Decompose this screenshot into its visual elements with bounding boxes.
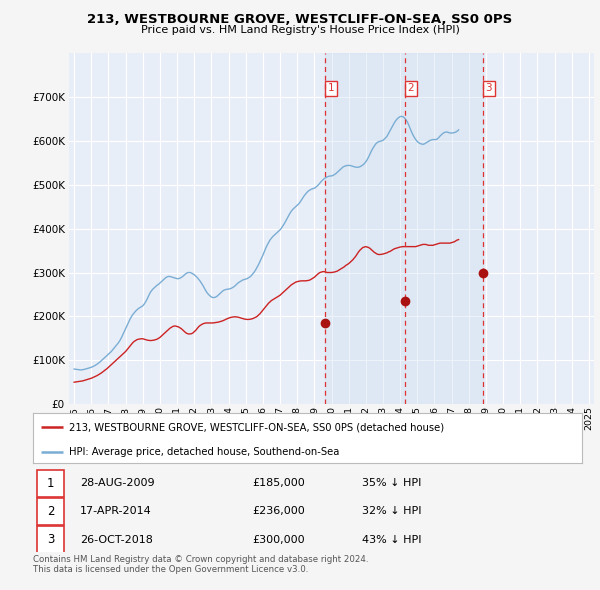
Text: 1: 1 <box>328 83 335 93</box>
Text: £236,000: £236,000 <box>253 506 305 516</box>
Text: 35% ↓ HPI: 35% ↓ HPI <box>362 478 422 488</box>
FancyBboxPatch shape <box>37 470 64 497</box>
Text: 28-AUG-2009: 28-AUG-2009 <box>80 478 154 488</box>
Text: 3: 3 <box>485 83 492 93</box>
Text: 2: 2 <box>407 83 415 93</box>
Text: 26-OCT-2018: 26-OCT-2018 <box>80 535 152 545</box>
Text: 3: 3 <box>47 533 54 546</box>
Text: £300,000: £300,000 <box>253 535 305 545</box>
Text: Contains HM Land Registry data © Crown copyright and database right 2024.
This d: Contains HM Land Registry data © Crown c… <box>33 555 368 574</box>
Text: 213, WESTBOURNE GROVE, WESTCLIFF-ON-SEA, SS0 0PS: 213, WESTBOURNE GROVE, WESTCLIFF-ON-SEA,… <box>88 13 512 26</box>
Text: 1: 1 <box>47 477 55 490</box>
Text: HPI: Average price, detached house, Southend-on-Sea: HPI: Average price, detached house, Sout… <box>68 447 339 457</box>
FancyBboxPatch shape <box>37 526 64 553</box>
Text: £185,000: £185,000 <box>253 478 305 488</box>
Text: 17-APR-2014: 17-APR-2014 <box>80 506 151 516</box>
FancyBboxPatch shape <box>37 498 64 525</box>
Text: 32% ↓ HPI: 32% ↓ HPI <box>362 506 422 516</box>
Text: 2: 2 <box>47 505 55 518</box>
Text: 43% ↓ HPI: 43% ↓ HPI <box>362 535 422 545</box>
Text: Price paid vs. HM Land Registry's House Price Index (HPI): Price paid vs. HM Land Registry's House … <box>140 25 460 35</box>
Bar <box>325 53 483 404</box>
Text: 213, WESTBOURNE GROVE, WESTCLIFF-ON-SEA, SS0 0PS (detached house): 213, WESTBOURNE GROVE, WESTCLIFF-ON-SEA,… <box>68 422 444 432</box>
